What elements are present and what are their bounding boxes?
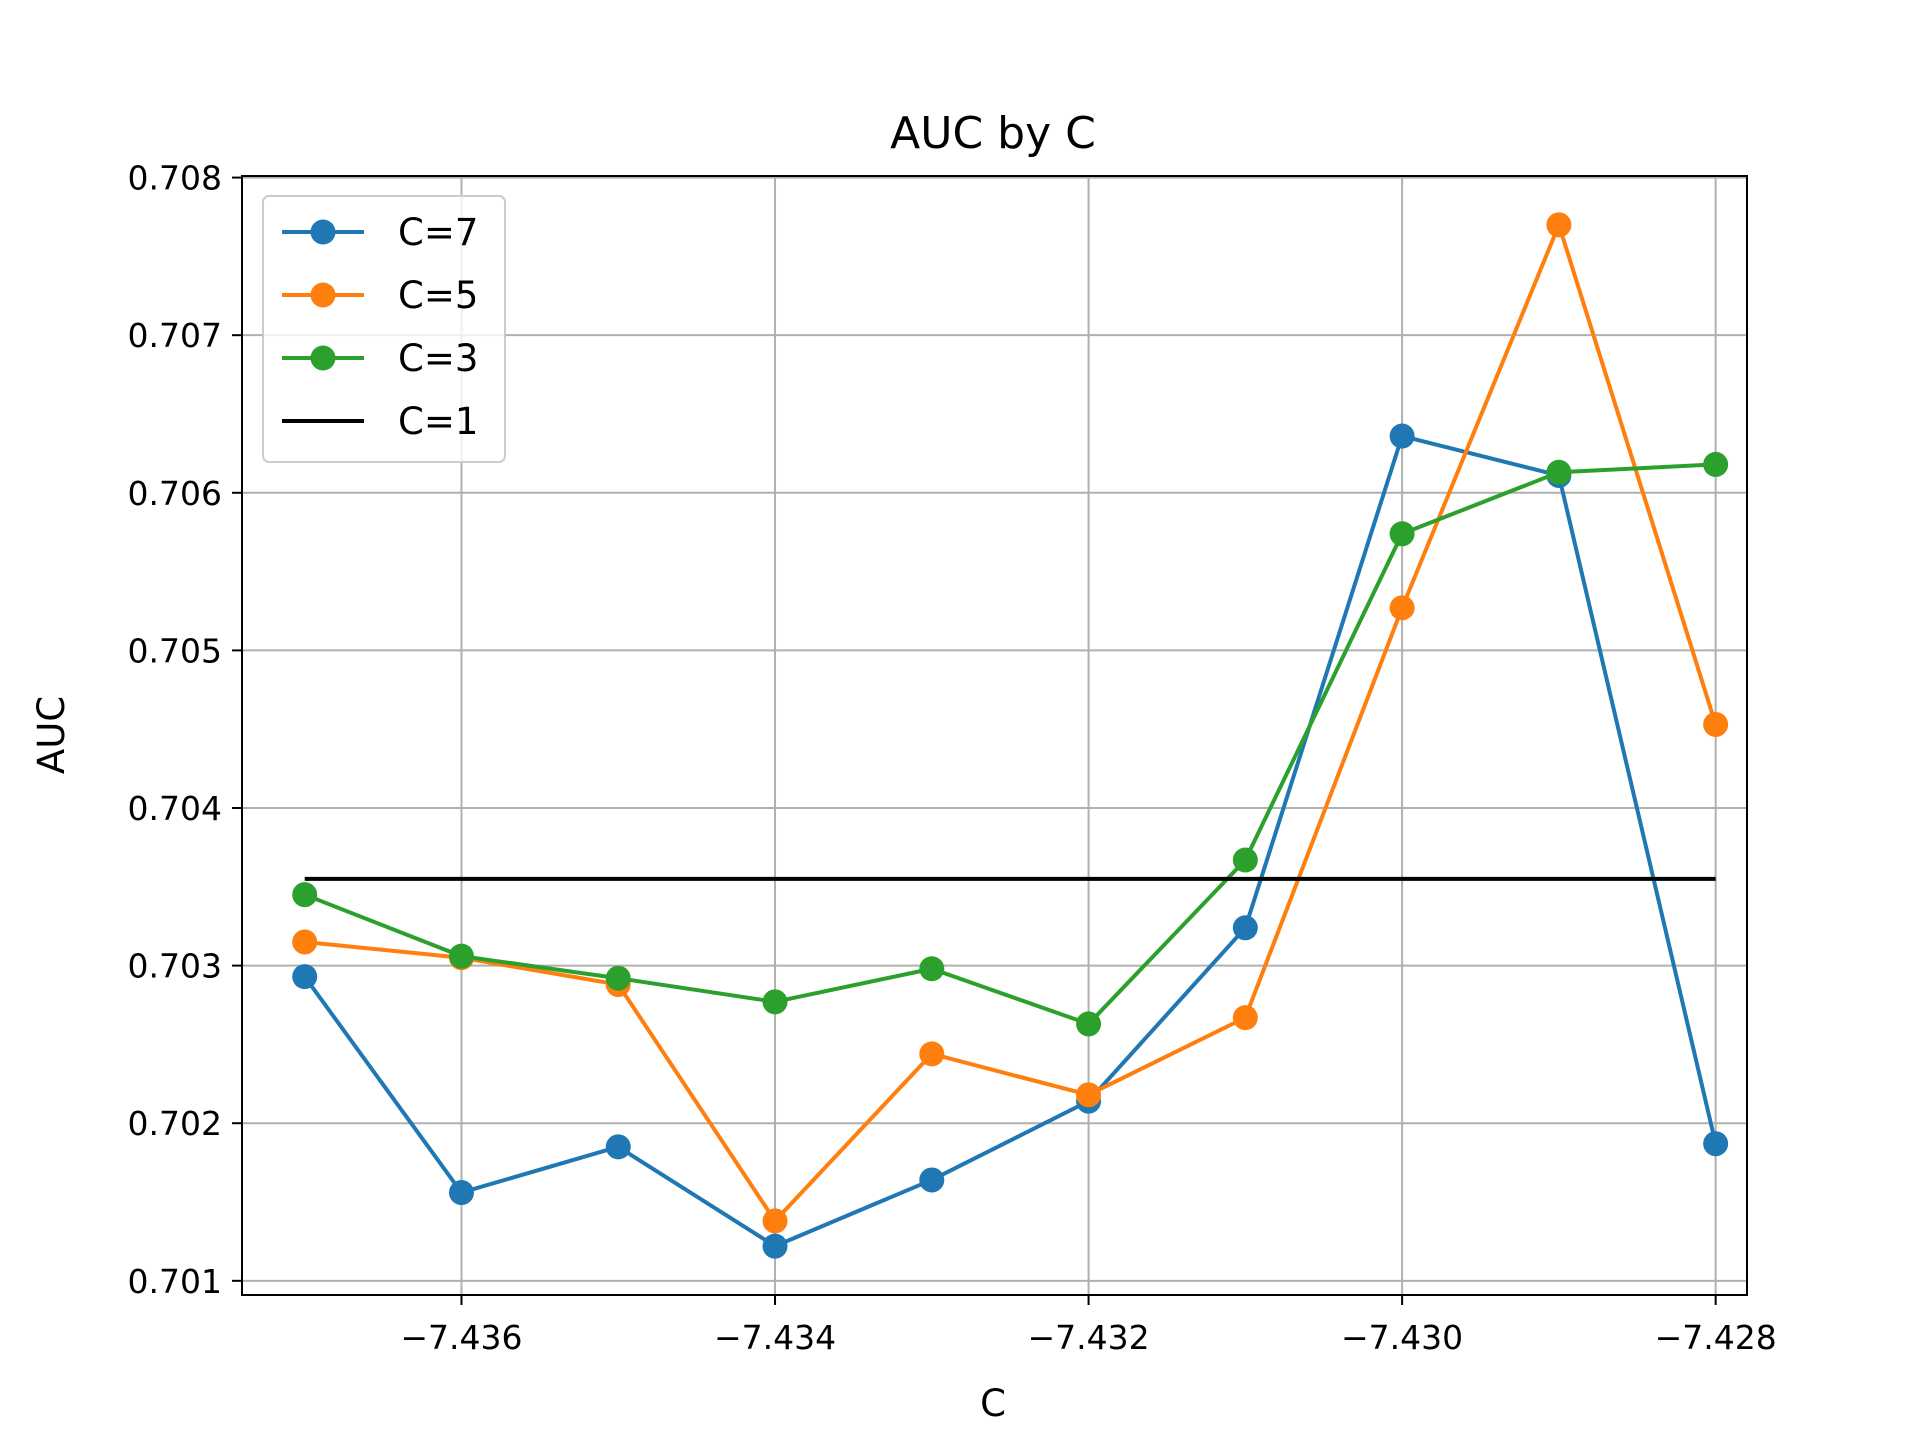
data-point	[292, 882, 318, 908]
series-layer	[292, 212, 1729, 1259]
series-line	[304, 222, 1718, 1223]
data-point	[448, 1180, 474, 1206]
y-tick-label: 0.708	[128, 159, 222, 198]
data-point	[292, 929, 318, 955]
legend-item: C=5	[282, 274, 478, 317]
data-point	[1232, 847, 1258, 873]
data-point	[605, 965, 631, 991]
series-line	[303, 434, 1718, 1249]
data-point	[1389, 423, 1415, 449]
data-point	[1389, 521, 1415, 547]
axes-frame	[241, 175, 1748, 1296]
y-tick-label: 0.702	[128, 1104, 222, 1143]
legend-item: C=1	[282, 400, 478, 443]
legend-item: C=7	[282, 211, 478, 254]
data-point	[1232, 1005, 1258, 1031]
data-point	[1076, 1082, 1102, 1108]
y-axis-label: AUC	[30, 696, 73, 774]
series-line	[303, 462, 1716, 1026]
legend-label: C=5	[398, 274, 478, 317]
y-tick-label: 0.706	[128, 474, 222, 513]
x-tick-label: −7.432	[1028, 1318, 1150, 1357]
y-tick-label: 0.703	[128, 947, 222, 986]
legend-label: C=7	[398, 211, 478, 254]
legend-label: C=1	[398, 400, 478, 443]
series-c-3	[292, 451, 1729, 1037]
data-point	[448, 943, 474, 969]
data-point	[1546, 459, 1572, 485]
data-point	[292, 964, 318, 990]
data-point	[919, 1041, 945, 1067]
data-point	[1703, 451, 1729, 477]
data-point	[1703, 711, 1729, 737]
legend-item: C=3	[282, 337, 478, 380]
x-tick-label: −7.428	[1655, 1318, 1777, 1357]
y-tick-label: 0.707	[128, 316, 222, 355]
chart-title: AUC by C	[890, 108, 1096, 159]
x-tick-label: −7.430	[1341, 1318, 1463, 1357]
data-point	[605, 1134, 631, 1160]
data-point	[1389, 595, 1415, 621]
legend-marker	[310, 345, 336, 371]
data-point	[1703, 1131, 1729, 1157]
x-tick-label: −7.434	[714, 1318, 836, 1357]
plot-area	[241, 175, 1748, 1296]
legend-marker	[310, 219, 336, 245]
legend-marker	[310, 282, 336, 308]
x-axis-label: C	[980, 1382, 1006, 1425]
y-tick-label: 0.701	[128, 1262, 222, 1301]
data-point	[762, 1208, 788, 1234]
data-point	[919, 956, 945, 982]
data-point	[1546, 212, 1572, 238]
legend: C=7 C=5 C=3 C=1	[262, 195, 506, 463]
y-tick-label: 0.705	[128, 631, 222, 670]
x-axis: −7.436 −7.434 −7.432 −7.430 −7.428	[400, 1295, 1777, 1357]
legend-label: C=3	[398, 337, 478, 380]
data-point	[1232, 915, 1258, 941]
x-tick-label: −7.436	[400, 1318, 522, 1357]
data-point	[919, 1167, 945, 1193]
data-point	[762, 989, 788, 1015]
data-point	[762, 1233, 788, 1259]
data-point	[1076, 1011, 1102, 1037]
grid	[242, 176, 1747, 1295]
y-axis: 0.701 0.702 0.703 0.704 0.705 0.706 0.707 0.708	[128, 159, 242, 1301]
y-tick-label: 0.704	[128, 789, 222, 828]
legend-box	[262, 195, 506, 463]
